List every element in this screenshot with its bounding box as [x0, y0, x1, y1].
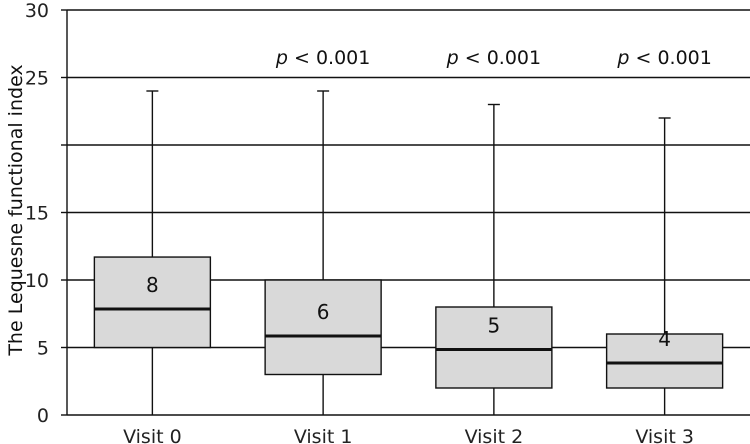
- y-axis-title: The Lequesne functional index: [5, 64, 27, 356]
- p-symbol: p: [275, 47, 288, 69]
- p-value-text: < 0.001: [629, 47, 711, 69]
- box: [264, 279, 382, 376]
- boxplot-2: 6: [264, 90, 382, 415]
- boxplots: 8 6 5 4: [93, 90, 724, 415]
- y-tick-label: 10: [25, 270, 49, 292]
- y-tick-label: 5: [37, 338, 49, 360]
- median-label: 4: [658, 327, 671, 351]
- p-value-annotation: p < 0.001: [446, 47, 541, 69]
- x-tick-label: Visit 1: [294, 426, 353, 444]
- box: [605, 333, 724, 389]
- boxplot-4: 4: [605, 117, 724, 415]
- x-tick-label: Visit 0: [123, 426, 182, 444]
- axes: [61, 9, 750, 416]
- p-value-annotation: p < 0.001: [275, 47, 370, 69]
- y-tick-label: 0: [37, 405, 49, 427]
- y-tick-labels: 0 5 10 15 25 30: [25, 0, 49, 427]
- y-tick-label: 15: [25, 203, 49, 225]
- y-tick-label: 25: [25, 68, 49, 90]
- boxplot-1: 8: [93, 90, 212, 415]
- boxplot-3: 5: [435, 103, 553, 415]
- box: [435, 306, 553, 389]
- y-tick-label: 30: [25, 0, 49, 22]
- p-symbol: p: [616, 47, 629, 69]
- p-value-annotation: p < 0.001: [616, 47, 711, 69]
- median-label: 5: [488, 314, 501, 338]
- x-tick-labels: Visit 0 Visit 1 Visit 2 Visit 3: [123, 426, 694, 444]
- p-value-text: < 0.001: [459, 47, 541, 69]
- annotations: p < 0.001 p < 0.001 p < 0.001: [275, 47, 712, 69]
- median-label: 6: [317, 300, 330, 324]
- p-symbol: p: [446, 47, 459, 69]
- x-tick-label: Visit 3: [635, 426, 694, 444]
- box: [93, 256, 212, 349]
- x-tick-label: Visit 2: [465, 426, 524, 444]
- p-value-text: < 0.001: [288, 47, 370, 69]
- median-label: 8: [146, 273, 159, 297]
